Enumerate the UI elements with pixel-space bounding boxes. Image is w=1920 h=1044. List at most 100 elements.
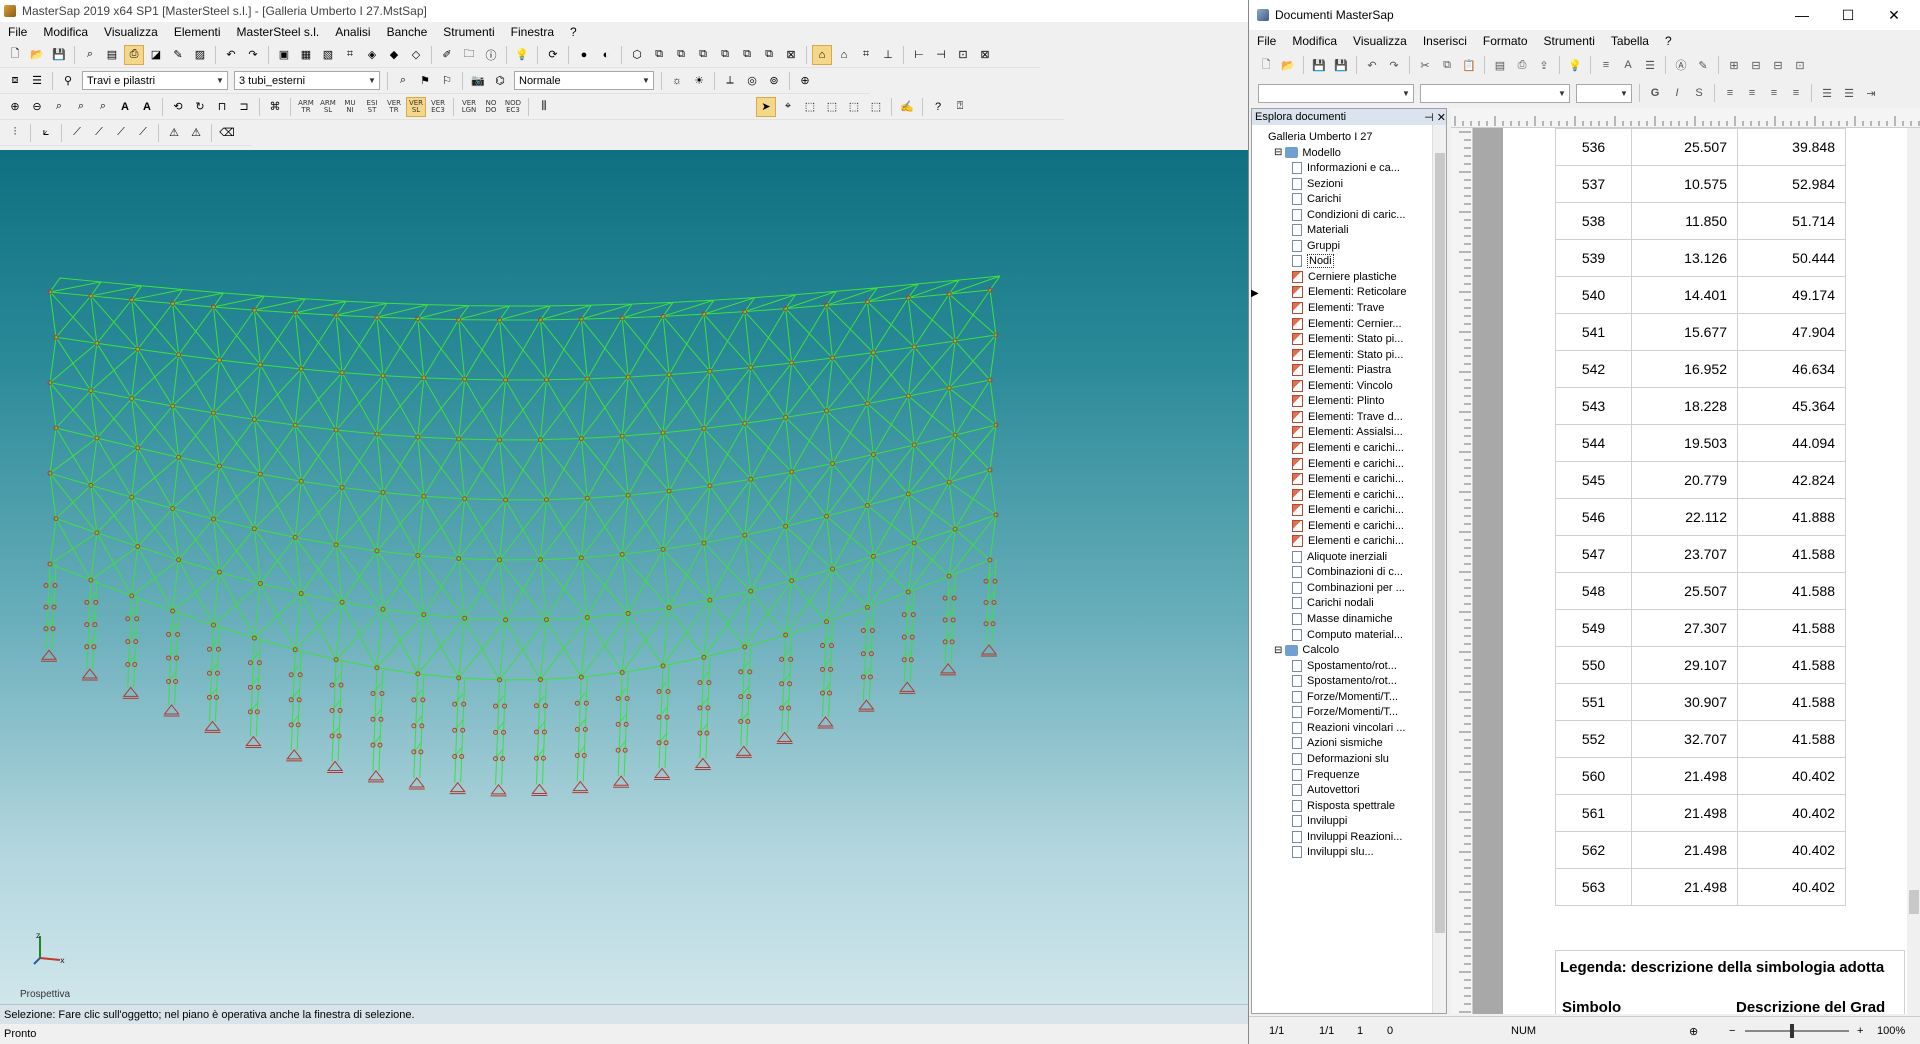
doc-menu-tabella[interactable]: Tabella (1610, 34, 1649, 48)
properties-icon[interactable]: ▤ (106, 49, 118, 61)
tree-document-item[interactable]: Autovettori (1292, 781, 1360, 800)
pencil-icon[interactable]: ✎ (173, 49, 183, 61)
tree-document-item[interactable]: Elementi: Reticolare (1292, 283, 1406, 302)
maximize-icon[interactable]: ☐ (1841, 6, 1855, 23)
doc-paste-icon[interactable]: 📋 (1462, 59, 1476, 72)
cube-top-icon[interactable]: ⧉ (743, 48, 751, 60)
esist-button[interactable]: ESI ST (362, 97, 382, 117)
dxf-export-icon[interactable]: ⌗ (346, 48, 354, 60)
arm-tr-button[interactable]: ARM TR (296, 97, 316, 117)
tree-document-item[interactable]: Carichi nodali (1292, 594, 1374, 613)
main-menu-strumenti[interactable]: Strumenti (443, 25, 495, 39)
doc-menu-[interactable]: ? (1664, 34, 1672, 48)
select-cursor-icon[interactable]: ➤ (756, 96, 776, 117)
doc-menu-visualizza[interactable]: Visualizza (1353, 34, 1407, 48)
font-size-select[interactable]: ▼ (1576, 83, 1632, 103)
tree-folder[interactable]: ⊟ Modello (1274, 143, 1341, 162)
line-icon[interactable]: ⟋ (73, 126, 81, 138)
redo-icon[interactable]: ↷ (248, 49, 258, 61)
tree-document-item[interactable]: Deformazioni slu (1292, 749, 1389, 768)
frame-x-icon[interactable]: ⊠ (980, 49, 990, 61)
tree-document-item[interactable]: Spostamento/rot... (1292, 672, 1397, 691)
camera-icon[interactable]: 📷 (471, 75, 485, 87)
document-view[interactable]: 536 25.507 39.848 537 10.575 52.984 538 11.850 5… (1451, 108, 1920, 1014)
print-icon[interactable]: ⎙ (124, 44, 144, 65)
ver-ec3-button[interactable]: VER EC3 (428, 97, 448, 117)
nodo-button[interactable]: NO DO (481, 97, 501, 117)
doc-save-icon[interactable]: 💾 (1312, 59, 1326, 72)
strikethrough-icon[interactable]: S (1695, 87, 1703, 99)
groups-icon[interactable]: ⧈ (11, 74, 19, 86)
main-menu-banche[interactable]: Banche (386, 25, 428, 39)
list-bullets-icon[interactable]: ☰ (1822, 87, 1832, 100)
tree-document-item[interactable]: Elementi: Stato pi... (1292, 330, 1403, 349)
structure-view-icon[interactable]: ⌂ (812, 44, 832, 65)
align-center-icon[interactable]: ≡ (1748, 87, 1756, 99)
main-menu-file[interactable]: File (8, 25, 28, 39)
tree-document-item[interactable]: Spostamento/rot... (1292, 656, 1397, 675)
main-menu-[interactable]: ? (570, 25, 577, 39)
font-select[interactable]: ▼ (1420, 83, 1570, 103)
tree-document-item[interactable]: Elementi e carichi... (1292, 485, 1404, 504)
tree-document-item[interactable]: Risposta spettrale (1292, 796, 1395, 815)
ruler-icon[interactable]: ⫶ (13, 126, 17, 138)
explorer-scroll-thumb[interactable] (1435, 153, 1445, 933)
tree-document-item[interactable]: Elementi: Trave d... (1292, 407, 1403, 426)
find-icon[interactable]: ⌕ (86, 48, 94, 60)
document-vscrollbar[interactable] (1907, 128, 1920, 1014)
zoom-slider[interactable] (1745, 1030, 1849, 1032)
camera-settings-icon[interactable]: ⌬ (495, 75, 505, 87)
tree-document-item[interactable]: Informazioni e ca... (1292, 159, 1400, 178)
solid-icon[interactable]: ◆ (389, 49, 399, 61)
doc-export-icon[interactable]: ⇪ (1539, 59, 1549, 72)
tree-document-item[interactable]: Aliquote inerziali (1292, 547, 1387, 566)
bold-icon[interactable]: G (1650, 87, 1660, 99)
doc-table-row-icon[interactable]: ⊟ (1751, 59, 1761, 72)
view-plan-icon[interactable]: ▧ (322, 49, 334, 61)
edit-doc-icon[interactable]: ✐ (442, 49, 452, 61)
doc-save-all-icon[interactable]: 💾 (1334, 59, 1348, 72)
text-size-icon[interactable]: A (121, 100, 129, 113)
tree-document-item[interactable]: Elementi: Cernier... (1292, 314, 1402, 333)
tree-document-item[interactable]: Nodi (1292, 252, 1334, 271)
tree-document-item[interactable]: Elementi: Vincolo (1292, 376, 1393, 395)
close-icon[interactable]: ✕ (1888, 6, 1900, 23)
list-numbers-icon[interactable]: ☰ (1844, 87, 1854, 100)
globe-icon[interactable]: ⊕ (800, 75, 810, 87)
doc-table-icon[interactable]: ⊞ (1729, 59, 1739, 72)
frame-icon[interactable]: ⊡ (958, 49, 968, 61)
tree-document-item[interactable]: Frequenze (1292, 765, 1360, 784)
doc-bullets-icon[interactable]: ☰ (1645, 59, 1655, 72)
zoom-in-icon[interactable]: ⊕ (10, 101, 20, 113)
explorer-scrollbar[interactable] (1432, 125, 1446, 1013)
zoom-slider-thumb[interactable] (1790, 1024, 1794, 1038)
tree-folder[interactable]: ⊟ Calcolo (1274, 641, 1339, 660)
doc-open-icon[interactable]: 📂 (1281, 59, 1295, 72)
doc-redo-icon[interactable]: ↷ (1389, 59, 1399, 72)
doc-menu-strumenti[interactable]: Strumenti (1543, 34, 1595, 48)
doc-help-icon[interactable]: 💡 (1568, 59, 1582, 72)
pin-close-icons[interactable]: ⊣ ✕ (1424, 111, 1446, 124)
tree-document-item[interactable]: Elementi e carichi... (1292, 516, 1404, 535)
tree-document-item[interactable]: Inviluppi (1292, 812, 1347, 831)
tree-document-item[interactable]: Elementi: Piastra (1292, 361, 1391, 380)
tree-root[interactable]: Galleria Umberto I 27 (1268, 127, 1373, 146)
tree-document-item[interactable]: Inviluppi slu... (1292, 843, 1374, 862)
doc-undo-icon[interactable]: ↶ (1367, 59, 1377, 72)
cube-back-icon[interactable]: ⧉ (677, 48, 685, 60)
new-file-icon[interactable]: 🗋 (10, 48, 20, 60)
rebar-icon[interactable]: ⌘ (269, 101, 281, 113)
ver-lgn-button[interactable]: VER LGN (459, 97, 479, 117)
doc-style-icon[interactable]: Ⓐ (1675, 60, 1687, 72)
tree-document-item[interactable]: Elementi e carichi... (1292, 501, 1404, 520)
view-section-icon[interactable]: ▦ (300, 49, 312, 61)
collapse-toggle-icon[interactable]: ⊟ (1274, 147, 1283, 158)
doc-copy-icon[interactable]: ⧉ (1443, 58, 1451, 71)
view-mode-select[interactable]: Normale ▼ (514, 71, 654, 90)
axes-red-icon[interactable]: ⟂ (726, 74, 734, 86)
style-select[interactable]: ▼ (1258, 83, 1414, 103)
info-icon[interactable]: ⓘ (485, 49, 497, 62)
image-icon[interactable]: ▨ (194, 49, 206, 61)
doc-menu-file[interactable]: File (1257, 34, 1277, 48)
cube-left-icon[interactable]: ⧉ (699, 48, 707, 60)
